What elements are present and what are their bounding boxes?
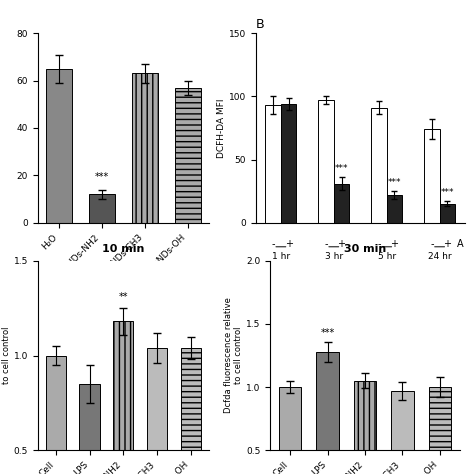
Y-axis label: DCFH-DA MFI: DCFH-DA MFI xyxy=(217,98,226,158)
Bar xyxy=(371,108,387,223)
Text: -: - xyxy=(324,239,328,249)
Bar xyxy=(46,69,72,223)
Bar xyxy=(89,194,115,223)
Text: +: + xyxy=(443,239,451,249)
Bar xyxy=(391,391,414,474)
Bar xyxy=(113,321,133,474)
Bar xyxy=(439,204,455,223)
Bar xyxy=(424,129,439,223)
Bar xyxy=(281,104,296,223)
Bar xyxy=(316,352,339,474)
Text: -: - xyxy=(377,239,381,249)
Text: 5 hr: 5 hr xyxy=(378,252,396,261)
Bar xyxy=(279,387,301,474)
Text: ***: *** xyxy=(335,164,348,173)
Bar xyxy=(80,384,100,474)
Text: ***: *** xyxy=(320,328,335,338)
Bar xyxy=(354,381,376,474)
Bar xyxy=(46,356,66,474)
Text: ***: *** xyxy=(95,173,109,182)
Text: ***: *** xyxy=(440,189,454,198)
Text: **: ** xyxy=(118,292,128,302)
Text: 24 hr: 24 hr xyxy=(428,252,451,261)
Text: 3 hr: 3 hr xyxy=(325,252,343,261)
Bar xyxy=(175,88,201,223)
Bar xyxy=(147,348,167,474)
Text: 1 hr: 1 hr xyxy=(272,252,290,261)
Text: +: + xyxy=(391,239,399,249)
Bar xyxy=(319,100,334,223)
Text: +: + xyxy=(337,239,346,249)
Bar xyxy=(334,183,349,223)
Y-axis label: Dcfda fluorescence relative
to cell control: Dcfda fluorescence relative to cell cont… xyxy=(224,298,243,413)
Bar xyxy=(132,73,158,223)
Text: -: - xyxy=(430,239,434,249)
Y-axis label: Dcfda fluorescence relative
to cell control: Dcfda fluorescence relative to cell cont… xyxy=(0,298,11,413)
Bar xyxy=(428,387,451,474)
Bar xyxy=(265,105,281,223)
Text: -: - xyxy=(272,239,275,249)
Text: ***: *** xyxy=(388,178,401,187)
Title: 10 min: 10 min xyxy=(102,245,145,255)
Text: +: + xyxy=(284,239,292,249)
Bar xyxy=(181,348,201,474)
Title: 30 min: 30 min xyxy=(344,245,386,255)
Text: B: B xyxy=(256,18,264,31)
Bar xyxy=(387,195,402,223)
Text: A: A xyxy=(457,239,464,249)
